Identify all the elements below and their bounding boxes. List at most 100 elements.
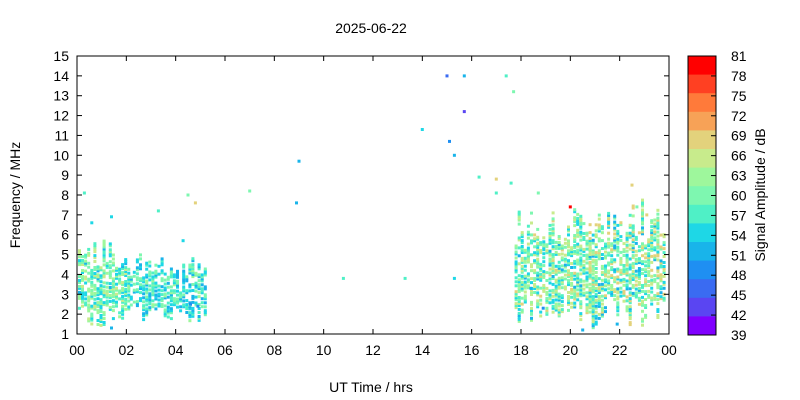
data-point xyxy=(115,304,118,308)
data-point xyxy=(647,258,651,262)
colorbar-segment xyxy=(688,167,716,187)
data-point xyxy=(641,309,644,313)
data-point xyxy=(588,242,592,246)
data-point xyxy=(662,235,666,239)
data-point xyxy=(656,218,660,222)
data-point xyxy=(567,229,570,233)
data-point xyxy=(182,279,186,283)
data-point xyxy=(591,264,595,268)
data-point xyxy=(176,283,179,287)
data-point xyxy=(591,278,595,282)
data-point xyxy=(656,294,660,298)
data-point xyxy=(604,288,607,292)
data-point xyxy=(194,283,198,287)
data-point xyxy=(169,273,173,277)
data-point xyxy=(557,252,561,256)
data-point xyxy=(554,280,558,284)
y-tick-label: 2 xyxy=(61,306,69,322)
data-point xyxy=(616,301,620,305)
data-point xyxy=(619,286,623,290)
data-point xyxy=(102,255,106,259)
data-point xyxy=(650,280,654,284)
data-point xyxy=(619,250,623,254)
data-point xyxy=(554,244,558,248)
data-point xyxy=(84,291,88,295)
data-point xyxy=(536,241,540,245)
data-point xyxy=(616,313,620,317)
data-point xyxy=(121,296,125,300)
data-point xyxy=(90,292,94,296)
y-tick-label: 7 xyxy=(61,207,69,223)
data-point xyxy=(604,284,607,288)
data-point xyxy=(185,305,189,309)
data-point xyxy=(530,312,533,316)
data-point xyxy=(579,314,583,318)
data-point xyxy=(105,291,109,295)
data-point xyxy=(124,307,128,311)
data-point xyxy=(653,222,657,226)
data-point xyxy=(637,302,641,306)
data-point xyxy=(551,288,555,292)
data-point xyxy=(514,296,518,300)
data-point xyxy=(594,288,598,292)
data-point xyxy=(573,249,577,253)
data-point xyxy=(656,276,660,280)
data-point xyxy=(78,281,81,284)
data-point xyxy=(622,291,626,295)
data-point xyxy=(659,273,663,277)
data-point xyxy=(111,277,115,281)
data-point xyxy=(520,282,524,286)
data-point xyxy=(124,260,128,264)
data-point xyxy=(619,268,623,272)
data-point xyxy=(650,248,654,252)
data-point xyxy=(517,315,521,319)
data-point xyxy=(557,314,561,318)
data-point xyxy=(93,275,97,279)
data-point xyxy=(108,296,112,299)
data-point xyxy=(520,258,524,262)
data-point xyxy=(105,263,109,267)
data-point xyxy=(659,277,663,281)
data-point xyxy=(551,294,555,298)
data-point xyxy=(641,244,644,248)
data-point xyxy=(172,303,176,307)
data-point xyxy=(628,321,632,325)
data-point xyxy=(625,243,629,247)
data-point xyxy=(628,315,632,319)
data-point xyxy=(176,281,179,285)
data-point xyxy=(172,289,176,293)
data-point xyxy=(641,299,644,303)
data-point xyxy=(139,297,142,301)
data-point xyxy=(520,274,524,278)
data-point xyxy=(567,225,570,229)
data-point xyxy=(151,303,155,307)
data-point xyxy=(548,289,552,293)
data-point xyxy=(591,312,595,316)
data-point xyxy=(579,222,583,226)
data-point xyxy=(567,302,570,306)
data-point xyxy=(203,309,207,313)
data-point xyxy=(121,267,125,271)
data-point xyxy=(182,293,186,297)
data-point xyxy=(557,241,561,244)
data-point xyxy=(520,256,524,260)
data-point xyxy=(570,262,574,265)
data-point xyxy=(563,287,567,291)
data-point xyxy=(539,241,543,245)
data-point xyxy=(142,296,146,300)
data-point xyxy=(548,241,552,245)
y-axis-label: Frequency / MHz xyxy=(7,142,23,249)
data-point xyxy=(81,294,84,298)
colorbar-segment xyxy=(688,223,716,243)
data-point xyxy=(567,263,570,267)
data-point xyxy=(121,265,125,269)
data-point xyxy=(634,287,638,291)
data-point xyxy=(616,275,620,279)
data-point xyxy=(145,307,149,311)
data-point xyxy=(631,228,635,232)
data-point xyxy=(560,304,564,308)
data-point xyxy=(613,246,617,250)
colorbar-segment xyxy=(688,297,716,317)
data-point xyxy=(637,290,641,294)
